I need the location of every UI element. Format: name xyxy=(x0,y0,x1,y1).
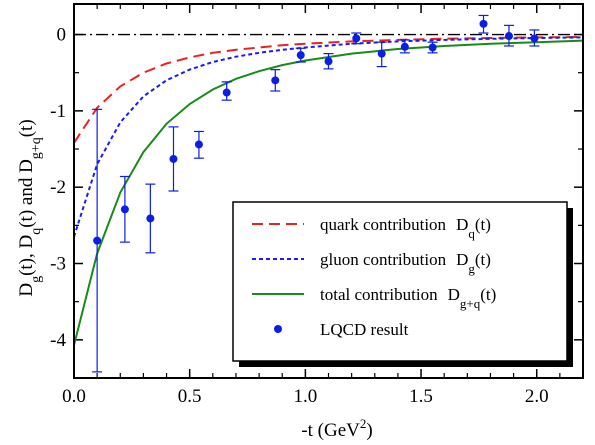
data-point xyxy=(530,34,539,43)
data-point xyxy=(146,214,155,223)
series-curve-quark xyxy=(73,36,584,144)
legend-label: gluon contribution Dg(t) xyxy=(320,250,491,276)
data-point xyxy=(377,49,386,58)
legend-swatch-point xyxy=(274,325,282,333)
data-point xyxy=(352,34,361,43)
plot-frame xyxy=(73,3,584,379)
data-point xyxy=(504,32,513,41)
data-point xyxy=(120,205,129,214)
data-point xyxy=(271,76,280,85)
data-point xyxy=(479,19,488,28)
data-point xyxy=(93,236,102,245)
data-point xyxy=(169,154,178,163)
data-point xyxy=(222,88,231,97)
tick-labels: 0.0 0.5 1.0 1.5 2.0 -4 -3 -2 -1 0 xyxy=(50,25,548,407)
x-tick-label: 2.0 xyxy=(525,386,549,407)
legend-label: total contribution Dg+q(t) xyxy=(320,285,496,311)
x-tick-label: 0.5 xyxy=(178,386,202,407)
y-tick-label: -4 xyxy=(50,330,66,351)
series-curve-total xyxy=(73,39,584,346)
legend-label: quark contribution Dq(t) xyxy=(320,215,491,241)
data-point xyxy=(400,42,409,51)
data-point xyxy=(324,57,333,66)
x-axis-title: -t (GeV2) xyxy=(301,416,372,441)
legend-label: LQCD result xyxy=(320,320,409,339)
data-point xyxy=(428,43,437,52)
legend-box xyxy=(232,201,568,362)
x-tick-label: 1.5 xyxy=(409,386,433,407)
lqcd-points xyxy=(92,14,540,373)
x-tick-label: 1.0 xyxy=(293,386,317,407)
y-axis-title: Dg(t), Dq(t) and Dg+q(t) xyxy=(16,119,44,296)
data-point xyxy=(194,140,203,149)
y-tick-label: -2 xyxy=(50,177,66,198)
series-curve-gluon xyxy=(73,36,584,238)
x-tick-label: 0.0 xyxy=(62,386,86,407)
curves xyxy=(73,36,584,346)
legend: quark contribution Dq(t) gluon contributio… xyxy=(232,201,573,367)
y-tick-label: -3 xyxy=(50,254,66,275)
y-tick-label: 0 xyxy=(57,25,67,46)
data-point xyxy=(296,51,305,60)
y-tick-label: -1 xyxy=(50,101,66,122)
